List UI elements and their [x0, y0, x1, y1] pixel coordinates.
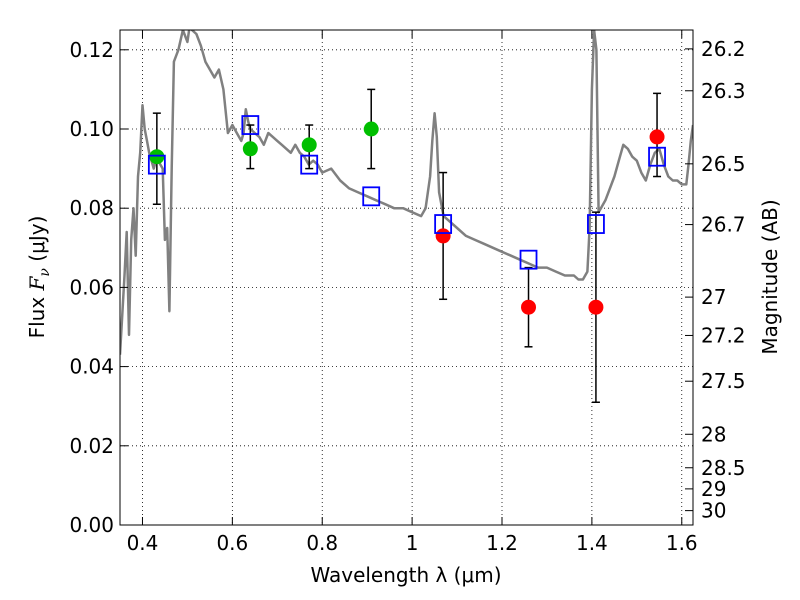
- data-point-circle: [363, 121, 379, 137]
- y-axis-title-subscript: ν: [37, 268, 53, 277]
- model-point-square: [587, 214, 605, 234]
- x-tick-label: 0.4: [127, 531, 159, 555]
- model-spectrum-line: [120, 30, 693, 355]
- data-layer: [120, 30, 693, 403]
- right-tick-label: 27.2: [701, 323, 746, 347]
- grid: [120, 30, 693, 526]
- data-point-circle: [588, 299, 604, 315]
- x-tick-label: 1: [406, 531, 419, 555]
- data-point-circle: [301, 137, 317, 153]
- x-tick-label: 0.8: [306, 531, 338, 555]
- plot-frame: [119, 29, 694, 526]
- y-tick-label: 0.08: [69, 196, 114, 220]
- x-tick-label: 1.4: [576, 531, 608, 555]
- model-point-square: [241, 115, 260, 135]
- y-axis-title-right: Magnitude (AB): [758, 199, 782, 354]
- right-tick-label: 26.3: [701, 79, 746, 103]
- y-tick-label: 0.06: [69, 275, 114, 299]
- right-tick-label: 28: [701, 422, 726, 446]
- y-tick-label: 0.12: [69, 38, 114, 62]
- right-tick-label: 26.5: [701, 152, 746, 176]
- y-tick-label: 0.10: [69, 117, 114, 141]
- x-tick-label: 1.6: [666, 531, 698, 555]
- x-axis-title: Wavelength λ (μm): [310, 563, 501, 587]
- model-point-square: [300, 154, 319, 175]
- y-axis-title-left: Flux Fν (μJy): [25, 216, 53, 339]
- model-point-square: [648, 146, 666, 167]
- right-tick-label: 30: [701, 499, 726, 523]
- y-axis-title-unit: (μJy): [25, 216, 49, 268]
- data-point-circle: [435, 228, 451, 244]
- model-point-square: [362, 186, 381, 207]
- plot-area: [120, 30, 693, 525]
- data-point-circle: [242, 141, 258, 157]
- y-axis-title-symbol: F: [25, 275, 49, 291]
- y-tick-label: 0.04: [69, 355, 114, 379]
- model-point-square: [147, 154, 166, 175]
- y-tick-label: 0.02: [69, 434, 114, 458]
- right-tick-label: 26.7: [701, 213, 746, 237]
- y-axis-title-prefix: Flux: [25, 290, 49, 338]
- right-tick-label: 28.5: [701, 456, 746, 480]
- right-tick-label: 26.2: [701, 37, 746, 61]
- model-point-square: [434, 214, 453, 234]
- x-tick-label: 0.6: [216, 531, 248, 555]
- right-tick-label: 27.5: [701, 369, 746, 393]
- data-point-circle: [149, 149, 165, 165]
- right-tick-label: 29: [701, 477, 726, 501]
- model-point-square: [519, 249, 538, 270]
- right-tick-label: 27: [701, 285, 726, 309]
- data-point-circle: [521, 299, 537, 315]
- y-tick-label: 0.00: [69, 513, 114, 537]
- x-tick-label: 1.2: [486, 531, 518, 555]
- ticks: 0.4 0.6 0.8 1 1.2 1.4 1.6 0.00 0.02 0.04 0.06 0.08 0…: [69, 30, 746, 555]
- data-point-circle: [649, 129, 665, 145]
